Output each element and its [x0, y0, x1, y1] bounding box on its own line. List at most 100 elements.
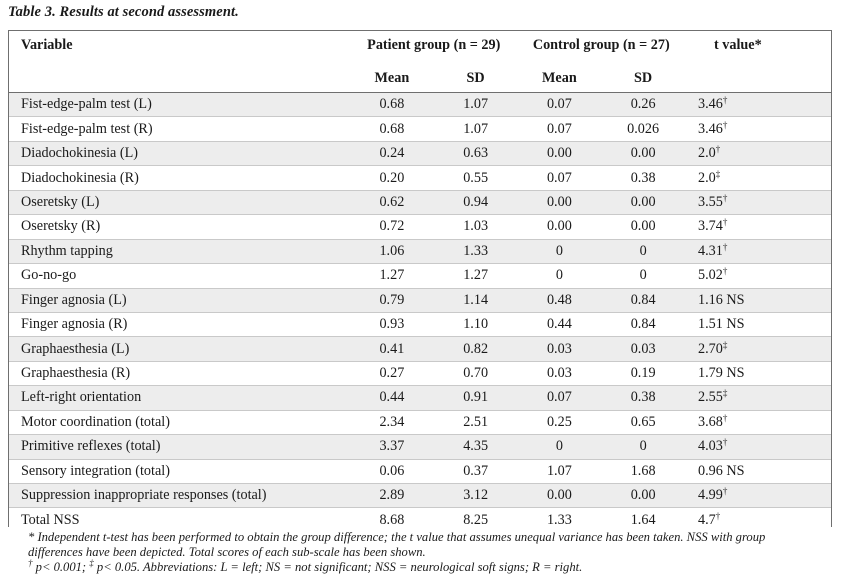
control-sd-cell: 0.00 [601, 214, 685, 240]
patient-mean-cell: 2.34 [350, 409, 434, 435]
control-sd-cell: 0.65 [601, 409, 685, 435]
t-value-cell: 2.0‡ [685, 165, 831, 191]
control-mean-cell: 0.48 [517, 287, 602, 313]
patient-sd-cell: 1.10 [433, 311, 518, 337]
table-row: Graphaesthesia (R) 0.27 0.70 0.03 0.19 1.79 N… [9, 360, 831, 386]
patient-mean-cell: 0.44 [350, 385, 434, 411]
t-value-text: 4.03 [698, 438, 723, 455]
patient-mean-cell: 0.41 [350, 336, 434, 362]
t-value-cell: 4.03† [685, 434, 831, 460]
t-value-text: 4.7 [698, 511, 716, 528]
patient-mean-cell: 0.24 [350, 140, 434, 166]
control-mean-cell: 1.33 [517, 507, 602, 533]
results-table: Variable Patient group (n = 29) Control … [8, 30, 832, 533]
t-value-text: 4.99 [698, 487, 723, 504]
header-row-stats: Mean SD Mean SD [9, 65, 831, 93]
control-mean-cell: 0 [517, 263, 602, 288]
table-row: Finger agnosia (L) 0.79 1.14 0.48 0.84 1.16 N… [9, 287, 831, 313]
patient-sd-cell: 0.55 [433, 165, 518, 191]
control-sd-cell: 1.68 [601, 458, 685, 484]
variable-cell: Finger agnosia (L) [9, 287, 350, 313]
patient-mean-cell: 3.37 [350, 434, 434, 460]
t-value-cell: 4.31† [685, 238, 831, 264]
patient-mean-cell: 8.68 [350, 507, 434, 533]
variable-cell: Primitive reflexes (total) [9, 434, 350, 460]
patient-mean-cell: 0.27 [350, 360, 434, 386]
significance-mark: † [722, 119, 728, 130]
patient-sd-cell: 0.63 [433, 140, 518, 166]
variable-cell: Diadochokinesia (R) [9, 165, 350, 191]
control-mean-cell: 0.07 [517, 385, 602, 411]
t-value-text: 1.51 NS [698, 316, 745, 333]
patient-sd-header: SD [433, 65, 518, 93]
patient-sd-cell: 8.25 [433, 507, 518, 533]
patient-mean-cell: 1.06 [350, 238, 434, 264]
variable-cell: Diadochokinesia (L) [9, 140, 350, 166]
control-sd-cell: 0 [601, 263, 685, 288]
t-value-text: 0.96 NS [698, 462, 745, 479]
table-row: Diadochokinesia (L) 0.24 0.63 0.00 0.00 2.0† [9, 140, 831, 166]
t-value-cell: 5.02† [685, 263, 831, 288]
patient-mean-cell: 0.62 [350, 189, 434, 215]
control-sd-cell: 0.84 [601, 287, 685, 313]
control-mean-cell: 0.00 [517, 214, 602, 240]
t-value-text: 3.46 [698, 120, 723, 137]
patient-mean-cell: 0.68 [350, 116, 434, 142]
patient-mean-cell: 0.79 [350, 287, 434, 313]
table-row: Primitive reflexes (total) 3.37 4.35 0 0 4.03… [9, 434, 831, 460]
patient-mean-cell: 0.20 [350, 165, 434, 191]
variable-cell: Left-right orientation [9, 385, 350, 411]
control-mean-cell: 0.25 [517, 409, 602, 435]
variable-cell: Sensory integration (total) [9, 458, 350, 484]
table-row: Graphaesthesia (L) 0.41 0.82 0.03 0.03 2.70‡ [9, 336, 831, 362]
patient-sd-cell: 3.12 [433, 482, 518, 508]
t-value-subheader-empty [685, 65, 831, 93]
patient-mean-cell: 2.89 [350, 482, 434, 508]
control-mean-cell: 0.00 [517, 189, 602, 215]
footnote-line-3: † p< 0.001; ‡ p< 0.05. Abbreviations: L … [28, 559, 828, 575]
control-mean-cell: 0.07 [517, 165, 602, 191]
significance-mark: † [722, 486, 728, 497]
t-value-cell: 0.96 NS [685, 458, 831, 484]
footnote-line-2: differences have been depicted. Total sc… [28, 545, 426, 559]
control-mean-cell: 0.00 [517, 140, 602, 166]
t-value-text: 1.79 NS [698, 365, 745, 382]
header-row-groups: Variable Patient group (n = 29) Control … [9, 31, 831, 65]
control-mean-cell: 1.07 [517, 458, 602, 484]
significance-mark: ‡ [715, 168, 721, 179]
t-value-cell: 1.16 NS [685, 287, 831, 313]
patient-sd-cell: 1.33 [433, 238, 518, 264]
control-sd-cell: 0.84 [601, 311, 685, 337]
patient-sd-cell: 0.70 [433, 360, 518, 386]
patient-sd-cell: 1.14 [433, 287, 518, 313]
control-sd-cell: 0.026 [601, 116, 685, 142]
patient-mean-cell: 1.27 [350, 263, 434, 288]
t-value-cell: 2.0† [685, 140, 831, 166]
t-value-text: 3.68 [698, 413, 723, 430]
significance-mark: † [722, 217, 728, 228]
t-value-text: 3.74 [698, 218, 723, 235]
variable-cell: Graphaesthesia (R) [9, 360, 350, 386]
control-mean-cell: 0.03 [517, 336, 602, 362]
variable-header: Variable [9, 31, 350, 65]
t-value-text: 2.0 [698, 169, 716, 186]
t-value-cell: 3.74† [685, 214, 831, 240]
table-row: Sensory integration (total) 0.06 0.37 1.07 1… [9, 458, 831, 484]
variable-cell: Graphaesthesia (L) [9, 336, 350, 362]
t-value-text: 4.31 [698, 242, 723, 259]
t-value-text: 3.46 [698, 96, 723, 113]
t-value-text: 5.02 [698, 267, 723, 284]
control-sd-cell: 0 [601, 238, 685, 264]
patient-sd-cell: 0.82 [433, 336, 518, 362]
t-value-text: 2.0 [698, 145, 716, 162]
t-value-cell: 2.70‡ [685, 336, 831, 362]
patient-mean-cell: 0.93 [350, 311, 434, 337]
significance-mark: † [722, 412, 728, 423]
significance-mark: † [715, 510, 721, 521]
control-mean-cell: 0 [517, 238, 602, 264]
patient-sd-cell: 1.03 [433, 214, 518, 240]
variable-subheader-empty [9, 65, 350, 93]
variable-cell: Fist-edge-palm test (R) [9, 116, 350, 142]
table-row: Total NSS 8.68 8.25 1.33 1.64 4.7† [9, 507, 831, 533]
significance-mark: ‡ [722, 339, 728, 350]
